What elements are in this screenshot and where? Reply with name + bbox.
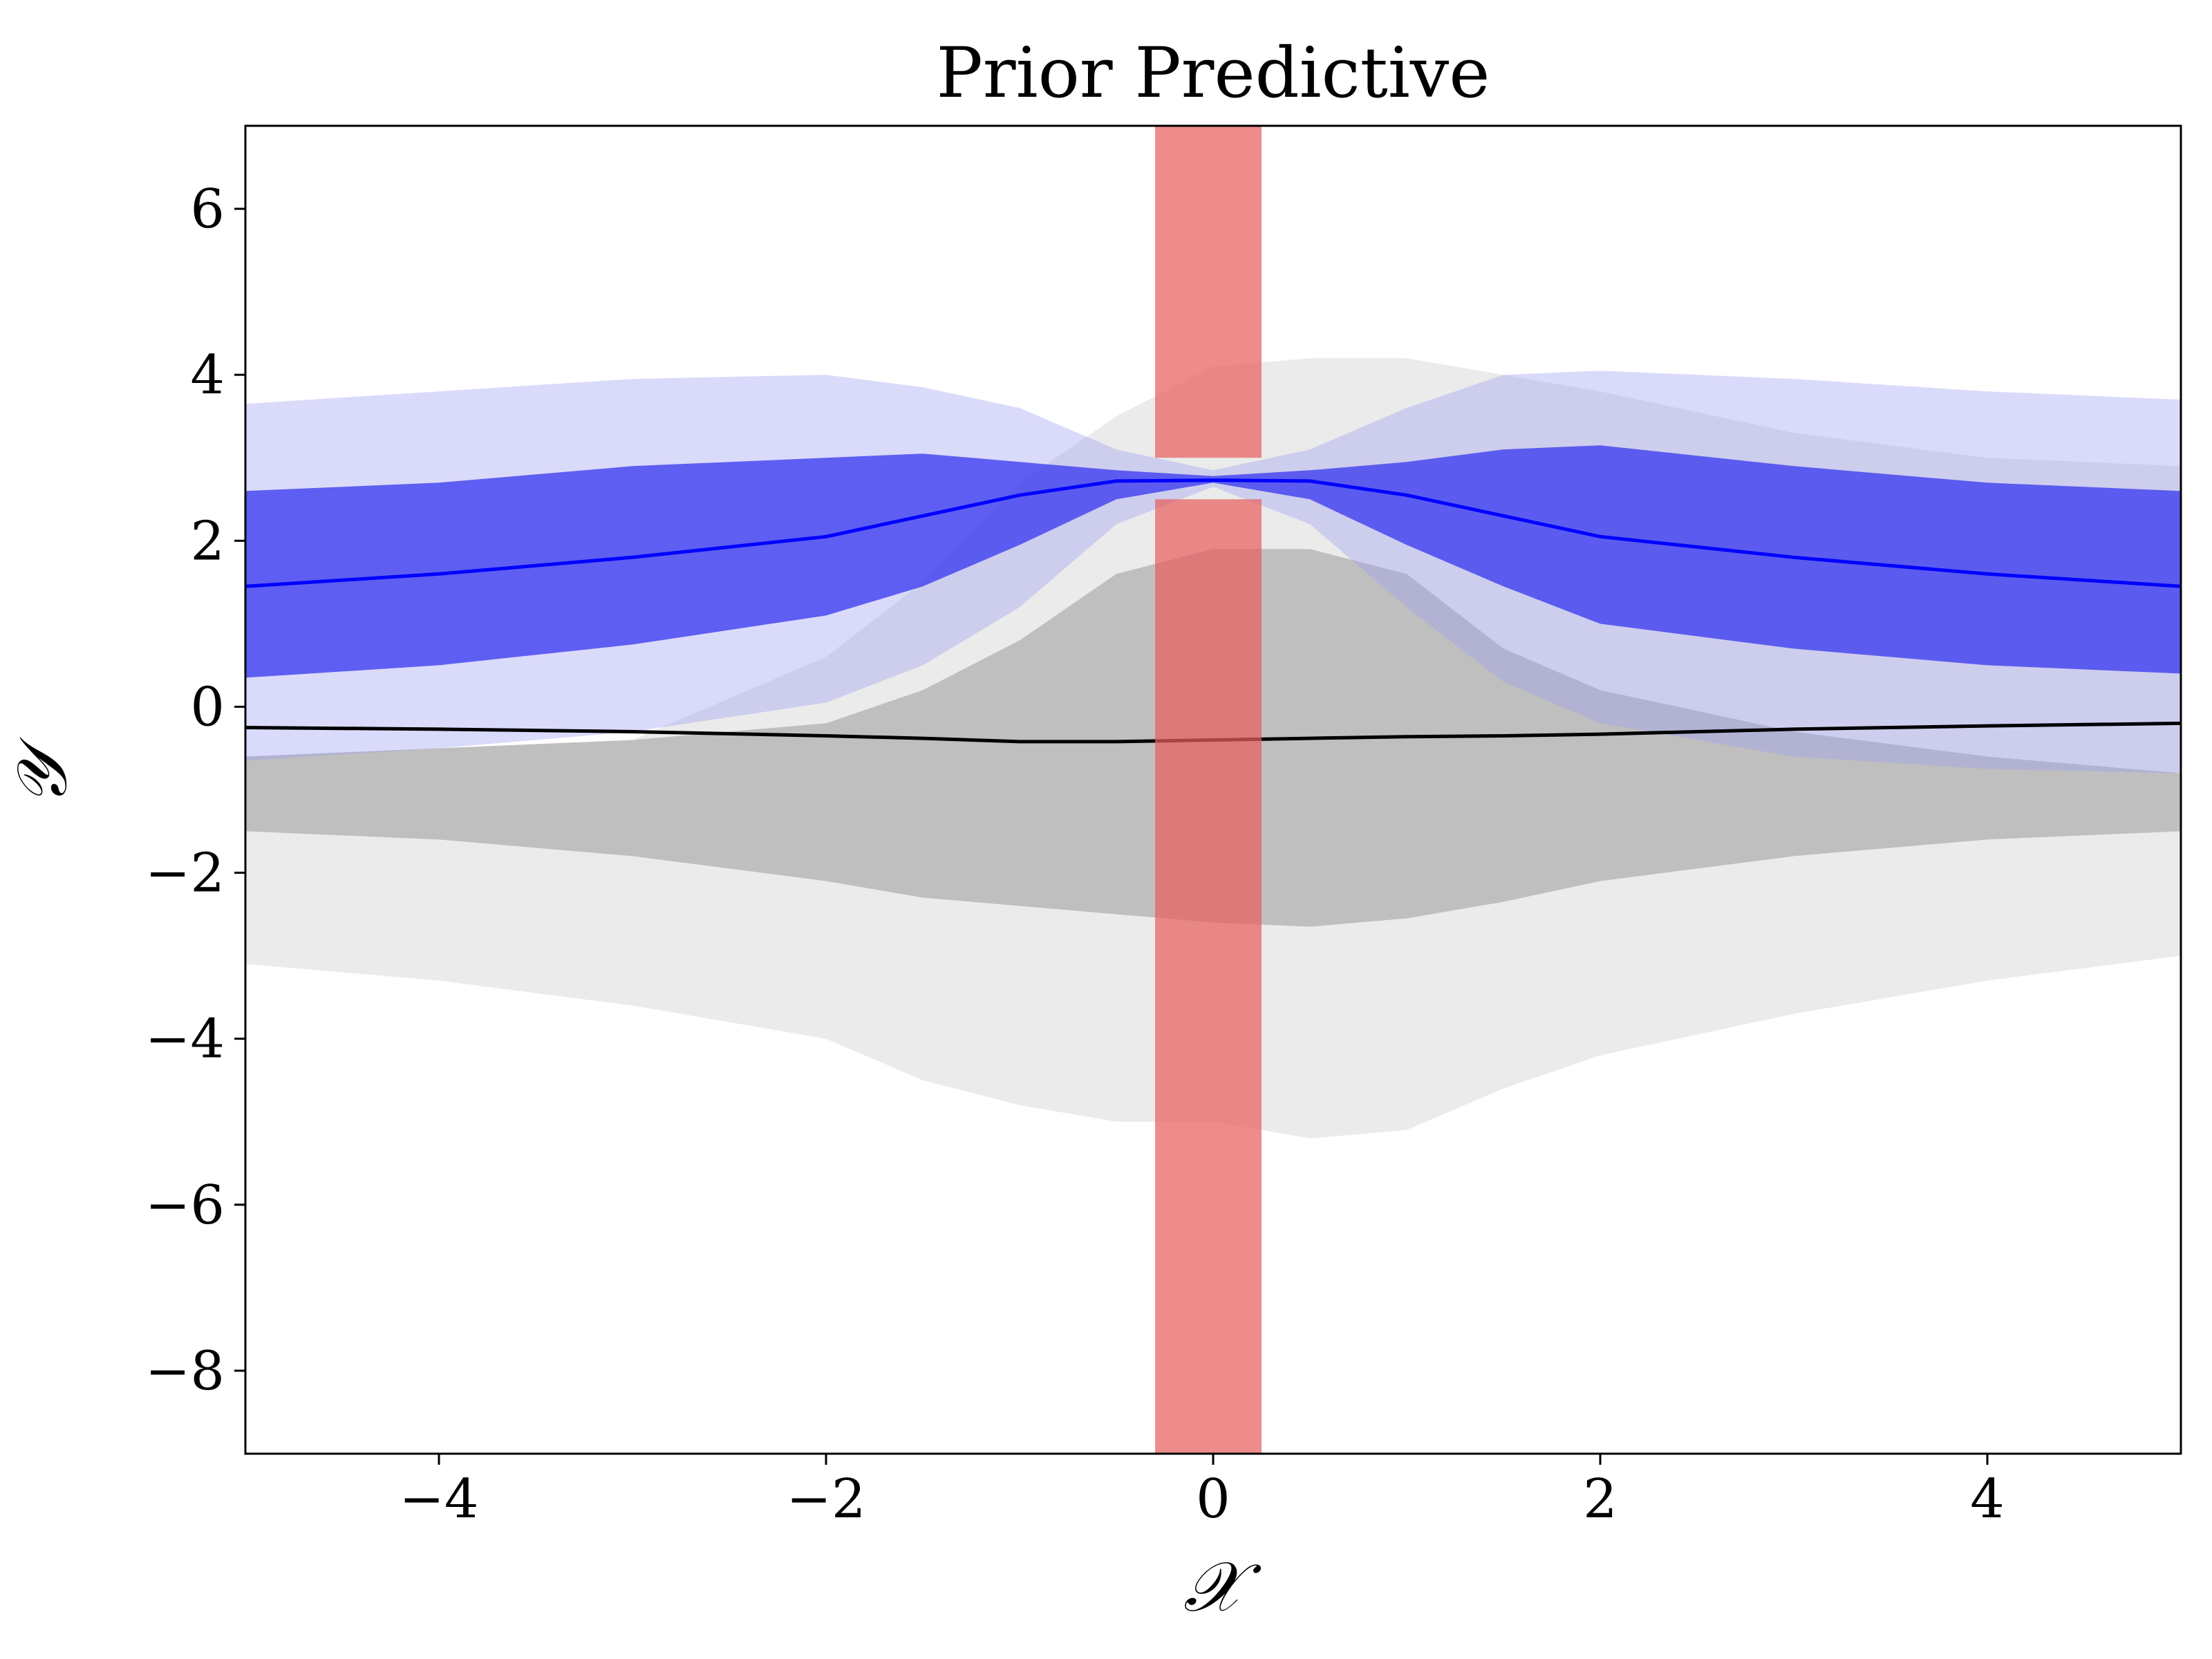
blue-mean-line — [245, 478, 2181, 588]
x-axis-label: 𝒳 — [1183, 1546, 1262, 1627]
y-tick-label: 4 — [190, 344, 225, 406]
y-tick-label: 2 — [190, 510, 225, 572]
plot-area — [245, 126, 2181, 1454]
x-tick-label: 2 — [1583, 1468, 1618, 1530]
y-tick-label: −8 — [145, 1340, 225, 1403]
x-tick-label: 0 — [1196, 1468, 1230, 1530]
x-tick-label: −4 — [400, 1468, 479, 1530]
y-tick-label: 0 — [190, 676, 225, 738]
chart-title: Prior Predictive — [937, 32, 1490, 113]
y-tick-label: −6 — [145, 1174, 225, 1237]
y-tick-label: 6 — [190, 178, 225, 241]
y-tick-label: −2 — [145, 843, 225, 905]
x-tick-label: 4 — [1970, 1468, 2005, 1530]
highlight-region-upper — [1155, 126, 1262, 458]
y-tick-label: −4 — [145, 1009, 225, 1071]
blue-inner-band — [245, 445, 2181, 678]
x-tick-label: −2 — [787, 1468, 866, 1530]
axes: −4 −2 0 2 4 −8 −6 −4 −2 0 2 4 6 — [145, 124, 2182, 1530]
y-axis-label: 𝒴 — [1, 737, 82, 807]
highlight-region-lower — [1155, 499, 1262, 1454]
